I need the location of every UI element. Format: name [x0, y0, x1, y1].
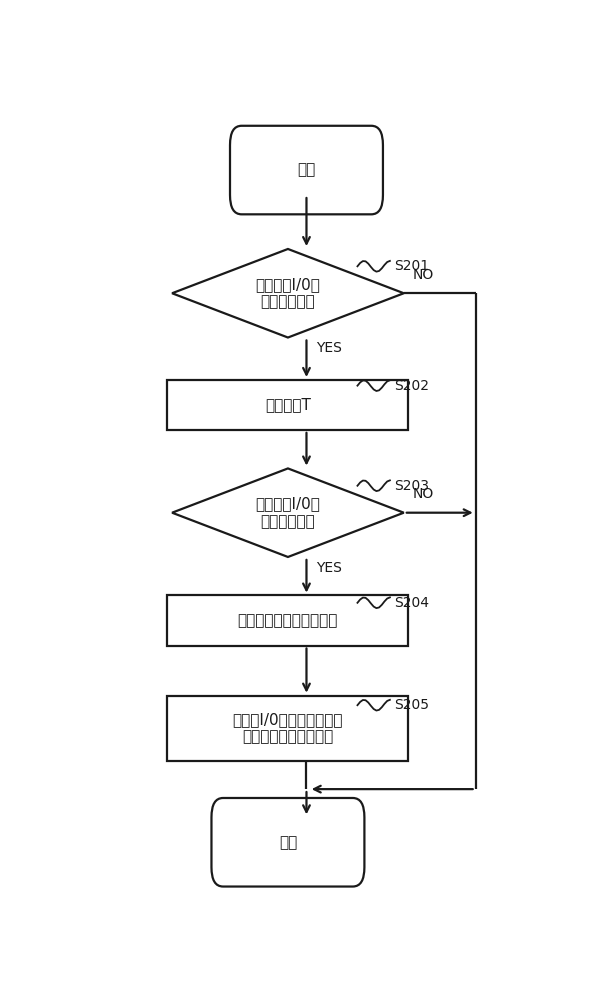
Text: 结束: 结束 [279, 835, 297, 850]
Text: 判断输入I/0口
是否为低电平: 判断输入I/0口 是否为低电平 [255, 277, 321, 309]
Text: YES: YES [316, 561, 341, 575]
Text: 将输出I/0口置为低电平，
上电控制电路完成解锁: 将输出I/0口置为低电平， 上电控制电路完成解锁 [233, 712, 343, 744]
FancyBboxPatch shape [230, 126, 383, 214]
Text: 系统对重要数据进行处理: 系统对重要数据进行处理 [238, 613, 338, 628]
Polygon shape [172, 249, 404, 338]
Text: NO: NO [413, 487, 434, 501]
Text: 系统延时T: 系统延时T [265, 397, 311, 412]
Bar [167, 696, 408, 761]
Text: 判断输入I/0口
是否为低电平: 判断输入I/0口 是否为低电平 [255, 496, 321, 529]
Bar [167, 595, 408, 646]
FancyBboxPatch shape [212, 798, 364, 887]
Text: S203: S203 [395, 479, 429, 493]
Text: S202: S202 [395, 379, 429, 393]
Text: NO: NO [413, 268, 434, 282]
Bar [167, 380, 408, 430]
Text: S201: S201 [395, 259, 429, 273]
Polygon shape [172, 468, 404, 557]
Text: S205: S205 [395, 698, 429, 712]
Text: YES: YES [316, 341, 341, 355]
Text: S204: S204 [395, 596, 429, 610]
Text: 开始: 开始 [297, 163, 316, 178]
